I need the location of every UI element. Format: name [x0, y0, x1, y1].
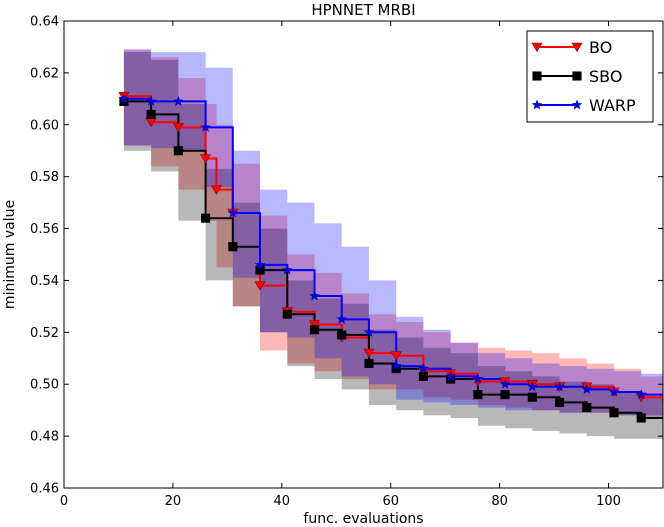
- y-tick-label: 0.60: [30, 118, 59, 133]
- marker-warp: [363, 326, 375, 337]
- y-tick-label: 0.64: [30, 15, 59, 30]
- marker-bo: [308, 320, 321, 330]
- x-tick-label: 60: [382, 494, 399, 509]
- marker-warp: [254, 259, 266, 270]
- legend-label-sbo: SBO: [589, 67, 622, 86]
- marker-warp: [608, 386, 620, 397]
- y-tick-label: 0.62: [30, 66, 59, 81]
- marker-sbo: [201, 213, 211, 223]
- marker-sbo: [636, 413, 646, 423]
- y-tick-label: 0.52: [30, 326, 59, 341]
- marker-warp: [309, 290, 320, 301]
- x-tick-label: 100: [596, 494, 621, 509]
- y-tick-label: 0.50: [30, 378, 59, 393]
- marker-sbo: [309, 325, 320, 335]
- legend-marker-sbo: [572, 71, 582, 81]
- y-tick-label: 0.48: [30, 430, 59, 445]
- marker-sbo: [500, 390, 510, 400]
- marker-bo: [210, 185, 222, 195]
- marker-bo: [254, 281, 266, 291]
- band-bo: [123, 49, 663, 424]
- y-tick-label: 0.46: [30, 482, 59, 497]
- marker-bo: [172, 123, 184, 133]
- marker-sbo: [609, 408, 619, 418]
- marker-bo: [390, 351, 402, 361]
- marker-warp: [445, 370, 456, 381]
- legend-label-warp: WARP: [589, 96, 636, 115]
- marker-bo: [363, 348, 375, 359]
- y-tick-label: 0.56: [30, 222, 59, 237]
- legend: BO SBO WARP: [526, 30, 654, 123]
- marker-sbo: [473, 390, 483, 400]
- marker-bo: [200, 154, 212, 164]
- band-warp: [123, 49, 663, 416]
- x-axis-ticks: 0 20 40 60 80 100: [60, 21, 621, 509]
- marker-sbo: [337, 330, 347, 340]
- marker-sbo: [173, 146, 183, 156]
- marker-warp: [472, 373, 484, 384]
- y-tick-label: 0.58: [30, 170, 59, 185]
- x-tick-label: 40: [274, 494, 291, 509]
- x-tick-label: 80: [491, 494, 508, 509]
- marker-warp: [281, 264, 293, 275]
- marker-warp: [145, 95, 157, 106]
- legend-marker-sbo: [532, 71, 542, 81]
- x-tick-label: 20: [165, 494, 182, 509]
- series-markers: [118, 91, 647, 423]
- marker-warp: [581, 383, 593, 394]
- marker-sbo: [527, 392, 537, 402]
- marker-warp: [635, 389, 647, 400]
- y-axis-ticks: 0.46 0.48 0.50 0.52 0.54 0.56 0.58 0.60 0.62 0.64: [30, 15, 663, 497]
- legend-label-bo: BO: [589, 38, 612, 57]
- marker-warp: [499, 378, 511, 389]
- legend-marker-warp: [531, 99, 543, 110]
- marker-warp: [336, 313, 348, 324]
- marker-warp: [200, 121, 211, 132]
- chart-title: HPNNET MRBI: [311, 1, 415, 19]
- line-warp: [123, 97, 663, 396]
- marker-sbo: [554, 397, 565, 407]
- marker-sbo: [364, 358, 374, 369]
- x-axis-label: func. evaluations: [303, 511, 423, 527]
- legend-marker-bo: [531, 42, 543, 53]
- x-tick-label: 0: [60, 494, 68, 509]
- y-axis-label: minimum value: [2, 200, 18, 309]
- marker-sbo: [228, 242, 238, 252]
- marker-sbo: [146, 109, 156, 119]
- marker-sbo: [418, 371, 428, 381]
- legend-marker-bo: [571, 42, 583, 53]
- marker-warp: [554, 381, 565, 392]
- marker-sbo: [582, 403, 592, 413]
- marker-warp: [418, 363, 429, 374]
- marker-warp: [227, 207, 239, 218]
- marker-sbo: [282, 309, 292, 319]
- y-tick-label: 0.54: [30, 274, 59, 289]
- legend-marker-warp: [571, 99, 583, 110]
- marker-warp: [173, 95, 184, 106]
- marker-warp: [527, 381, 538, 392]
- plot-frame: [63, 20, 664, 489]
- marker-warp: [118, 93, 130, 104]
- marker-warp: [390, 360, 402, 371]
